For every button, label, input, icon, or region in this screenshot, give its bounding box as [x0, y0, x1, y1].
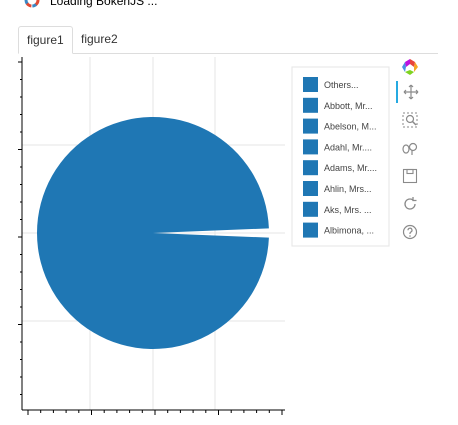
toolbar — [396, 56, 426, 246]
legend: Others... Abbott, Mr... Abelson, M... Adahl… — [291, 66, 390, 247]
legend-label: Adams, Mr.... — [324, 163, 377, 173]
legend-box — [291, 66, 390, 247]
bokeh-logo-icon — [402, 59, 418, 75]
legend-label: Adahl, Mr.... — [324, 142, 372, 152]
legend-swatch — [303, 201, 318, 217]
legend-label: Abelson, M... — [324, 122, 377, 132]
wheel-zoom-icon — [402, 142, 418, 155]
pan-icon — [403, 84, 419, 100]
tab-figure1[interactable]: figure1 — [18, 26, 73, 54]
tab-figure2[interactable]: figure2 — [81, 32, 118, 46]
legend-swatch — [303, 97, 318, 113]
legend-swatch — [303, 118, 318, 134]
legend-label: Ahlin, Mrs... — [324, 184, 372, 194]
pan-tool[interactable] — [396, 81, 424, 103]
axes — [18, 57, 285, 415]
legend-label: Aks, Mrs. ... — [324, 205, 372, 215]
legend-label: Others... — [324, 80, 359, 90]
loading-bar: Loading BokehJS ... — [0, 0, 458, 14]
bokeh-logo-button[interactable] — [396, 56, 424, 78]
loading-text: Loading BokehJS ... — [50, 0, 158, 8]
reset-tool[interactable] — [396, 193, 424, 215]
legend-swatch — [303, 222, 318, 238]
legend-swatch — [303, 139, 318, 155]
legend-swatch — [303, 77, 318, 92]
legend-label: Albimona, ... — [324, 226, 374, 236]
box-zoom-icon — [402, 112, 418, 128]
reset-icon — [404, 197, 417, 210]
wheel-zoom-tool[interactable] — [396, 137, 424, 159]
slices — [37, 117, 269, 349]
help-tool[interactable] — [396, 221, 424, 243]
legend-swatch — [303, 160, 318, 176]
help-icon — [402, 224, 418, 240]
legend-swatch — [303, 181, 318, 196]
save-tool[interactable] — [396, 165, 424, 187]
save-icon — [402, 168, 418, 184]
box-zoom-tool[interactable] — [396, 109, 424, 131]
tab-bar: figure1 figure2 — [18, 26, 438, 54]
legend-label: Abbott, Mr... — [324, 101, 373, 111]
pie-slice-0 — [37, 117, 269, 349]
